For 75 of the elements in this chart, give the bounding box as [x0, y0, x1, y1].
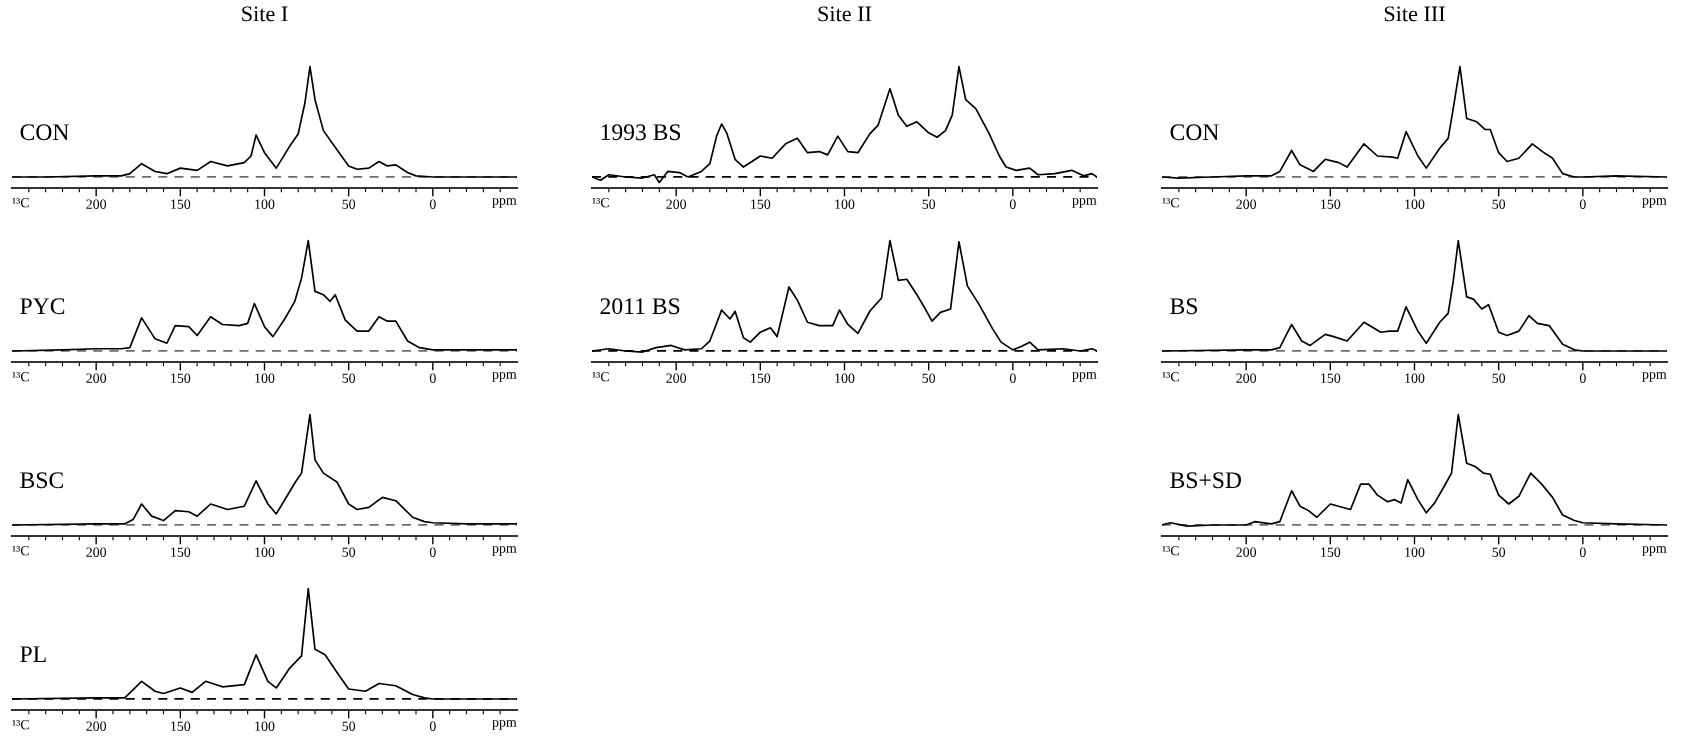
x-tick-label: 200 — [86, 373, 107, 383]
x-tick-label: 100 — [1405, 199, 1425, 209]
series-label: 2011 BS — [600, 298, 680, 315]
text: ¹³C — [1162, 372, 1179, 382]
series-label: PYC — [20, 298, 65, 315]
x-axis-title: ppm — [1642, 372, 1667, 382]
x-axis-title: ppm — [492, 372, 517, 382]
x-tick-label: 200 — [86, 199, 107, 209]
x-tick-label: 100 — [255, 373, 275, 383]
series-label: 1993 BS — [601, 124, 681, 141]
x-tick-label: 50 — [1492, 547, 1506, 557]
x-tick-label: 200 — [1236, 199, 1257, 209]
x-tick-label: 50 — [342, 721, 356, 731]
x-tick-label: 100 — [835, 373, 855, 383]
x-tick-label: 150 — [751, 199, 771, 209]
x-tick-label: 100 — [1405, 547, 1425, 557]
x-tick-label: 0 — [1579, 547, 1586, 557]
chart-title: Site II — [818, 6, 872, 22]
text: ¹³C — [12, 372, 29, 382]
x-tick-label: 150 — [1321, 547, 1341, 557]
x-tick-label: 150 — [171, 547, 191, 557]
x-axis-title: ppm — [492, 198, 517, 208]
x-tick-label: 150 — [171, 199, 191, 209]
x-tick-label: 50 — [342, 199, 356, 209]
x-tick-label: 200 — [1236, 547, 1257, 557]
series-label: BS+SD — [1170, 472, 1242, 489]
x-tick-label: 0 — [1579, 199, 1586, 209]
x-tick-label: 200 — [1236, 373, 1257, 383]
x-tick-label: 150 — [171, 721, 191, 731]
text: ¹³C — [12, 198, 29, 208]
text: ¹³C — [1162, 198, 1179, 208]
series-label: CON — [1170, 124, 1219, 141]
x-axis-title: ppm — [492, 720, 517, 730]
text: ¹³C — [1162, 546, 1179, 556]
x-axis-title: ppm — [1642, 198, 1667, 208]
x-axis-title: ppm — [1642, 546, 1667, 556]
x-tick-label: 200 — [666, 373, 687, 383]
x-tick-label: 150 — [751, 373, 771, 383]
x-tick-label: 200 — [86, 721, 107, 731]
chart-title: Site I — [242, 6, 288, 22]
x-tick-label: 50 — [922, 373, 936, 383]
x-tick-label: 0 — [1009, 373, 1016, 383]
text: ¹³C — [12, 720, 29, 730]
x-tick-label: 0 — [429, 721, 436, 731]
x-tick-label: 50 — [1492, 373, 1506, 383]
x-axis-title: ppm — [492, 546, 517, 556]
x-tick-label: 150 — [171, 373, 191, 383]
x-tick-label: 50 — [922, 199, 936, 209]
x-tick-label: 100 — [255, 547, 275, 557]
text: ¹³C — [592, 372, 609, 382]
text: ¹³C — [592, 198, 609, 208]
x-tick-label: 50 — [1492, 199, 1506, 209]
x-tick-label: 150 — [1321, 373, 1341, 383]
series-label: BS — [1170, 298, 1197, 315]
text: ¹³C — [12, 546, 29, 556]
x-tick-label: 200 — [666, 199, 687, 209]
series-label: PL — [20, 646, 46, 662]
x-axis-title: ppm — [1072, 198, 1097, 208]
x-tick-label: 100 — [255, 199, 275, 209]
x-tick-label: 0 — [1009, 199, 1016, 209]
x-tick-label: 100 — [1405, 373, 1425, 383]
chart-title: Site III — [1384, 6, 1445, 22]
x-tick-label: 100 — [835, 199, 855, 209]
x-tick-label: 0 — [429, 547, 436, 557]
series-label: BSC — [20, 472, 63, 489]
x-tick-label: 50 — [342, 547, 356, 557]
x-tick-label: 0 — [429, 373, 436, 383]
x-tick-label: 200 — [86, 547, 107, 557]
x-tick-label: 100 — [255, 721, 275, 731]
x-tick-label: 150 — [1321, 199, 1341, 209]
x-tick-label: 0 — [1579, 373, 1586, 383]
x-axis-title: ppm — [1072, 372, 1097, 382]
series-label: CON — [20, 124, 69, 141]
x-tick-label: 50 — [342, 373, 356, 383]
x-tick-label: 0 — [429, 199, 436, 209]
